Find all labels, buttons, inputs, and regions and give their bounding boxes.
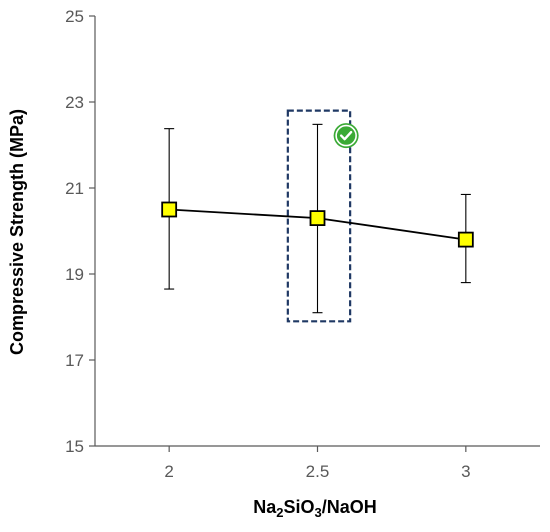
data-point-marker [457,231,474,248]
highlight-dashed-box [286,109,352,323]
y-axis-title: Compressive Strength (MPa) [7,109,27,355]
check-icon [339,130,353,141]
data-point-marker [161,201,178,218]
y-tick-label: 23 [65,93,84,112]
y-tick-label: 15 [65,437,84,456]
check-badge-circle [333,123,359,149]
y-tick-label: 21 [65,179,84,198]
x-axis-title: Na2SiO3/NaOH [253,497,377,520]
data-point-marker [309,210,326,227]
plot-area-marks [161,123,474,314]
x-tick-label: 3 [461,462,470,481]
highlight-annotation [286,109,359,323]
y-axis-ticks: 15 17 19 21 23 25 [65,7,95,456]
x-axis-title-part: /NaOH [322,497,377,517]
x-axis-title-part: SiO [283,497,314,517]
y-tick-label: 25 [65,7,84,26]
x-axis-title-part: Na [253,497,277,517]
x-tick-label: 2 [164,462,173,481]
check-badge-ring [335,124,357,147]
x-axis-title-part: 3 [315,505,322,520]
x-axis-ticks: 2 2.5 3 [164,446,471,481]
y-tick-label: 17 [65,351,84,370]
x-axis-title-part: 2 [276,505,283,520]
x-tick-label: 2.5 [306,462,330,481]
y-tick-label: 19 [65,265,84,284]
